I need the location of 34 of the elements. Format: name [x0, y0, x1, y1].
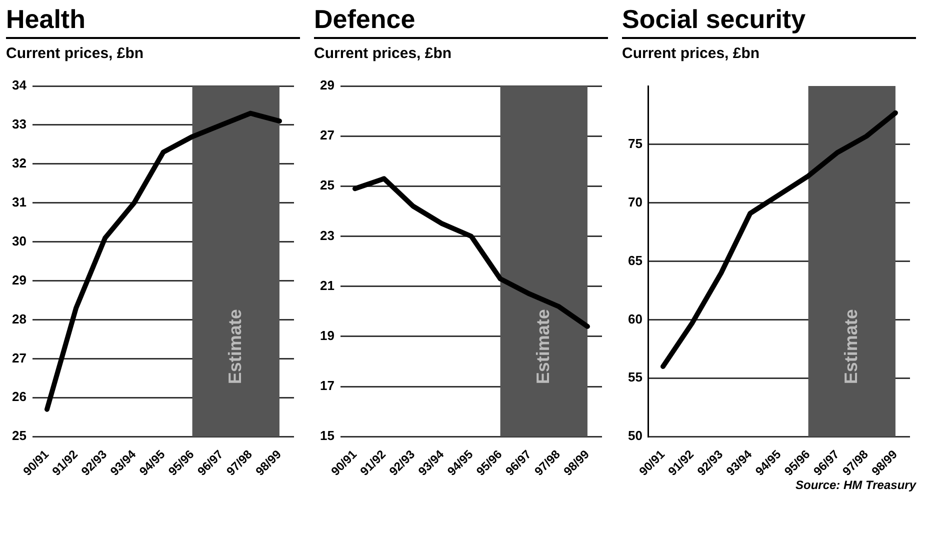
chart-subtitle: Current prices, £bn [6, 45, 145, 62]
y-tick-label: 27 [320, 128, 334, 143]
y-tick-label: 60 [628, 311, 642, 326]
y-tick-label: 55 [628, 370, 642, 385]
y-tick-label: 32 [12, 155, 26, 170]
y-tick-label: 70 [628, 194, 642, 210]
chart-title: Defence [314, 4, 608, 39]
chart-subtitle: Current prices, £bn [622, 45, 761, 62]
y-tick-label: 33 [12, 116, 26, 132]
source-note: Source: HM Treasury [794, 478, 916, 492]
y-tick-label: 19 [320, 328, 334, 343]
band-label: Estimate [532, 309, 553, 384]
y-tick-label: 50 [628, 428, 642, 444]
y-tick-label: 21 [320, 278, 334, 293]
y-tick-label: 25 [320, 178, 334, 193]
y-tick-label: 29 [320, 78, 334, 93]
chart-title: Social security [622, 4, 916, 39]
chart-subtitle: Current prices, £bn [314, 45, 453, 62]
chart-title: Health [6, 4, 300, 39]
y-tick-label: 17 [320, 378, 334, 394]
y-tick-label: 25 [12, 428, 26, 444]
y-tick-label: 26 [12, 389, 26, 404]
y-tick-label: 30 [12, 233, 26, 248]
y-tick-label: 34 [12, 78, 28, 93]
y-tick-label: 23 [320, 228, 334, 243]
y-tick-label: 29 [12, 272, 26, 288]
y-tick-label: 27 [12, 350, 26, 366]
y-tick-label: 75 [628, 136, 642, 152]
y-tick-label: 15 [320, 428, 334, 444]
y-tick-label: 31 [12, 194, 26, 210]
band-label: Estimate [840, 309, 861, 384]
y-tick-label: 28 [12, 311, 26, 326]
band-label: Estimate [224, 309, 245, 384]
y-tick-label: 65 [628, 252, 642, 268]
